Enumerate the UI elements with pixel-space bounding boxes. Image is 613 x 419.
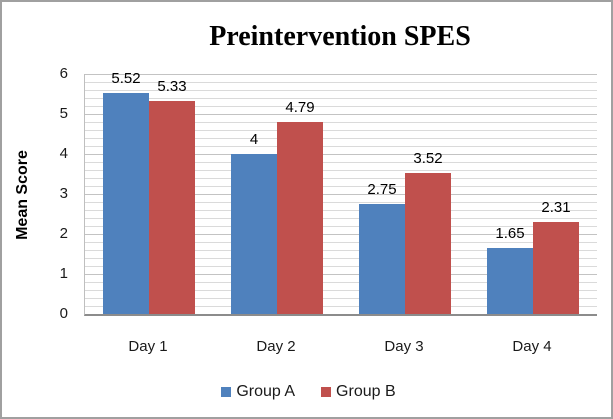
- y-tick-label-3: 3: [59, 185, 68, 202]
- minor-gridline: [85, 210, 597, 211]
- y-tick-label-0: 0: [59, 305, 68, 322]
- minor-gridline: [85, 266, 597, 267]
- minor-gridline: [85, 106, 597, 107]
- x-tick-label-day-2: Day 2: [256, 338, 296, 355]
- minor-gridline: [85, 282, 597, 283]
- minor-gridline: [85, 90, 597, 91]
- minor-gridline: [85, 122, 597, 123]
- legend-label-group-b: Group B: [336, 383, 396, 400]
- data-label-group-a-day-3: 2.75: [367, 181, 397, 198]
- plot-area: 5.52 5.33 4 4.79 2.75 3.52 1.65 2.31: [84, 70, 597, 316]
- major-gridline: [85, 234, 597, 235]
- minor-gridline: [85, 202, 597, 203]
- y-tick-label-5: 5: [59, 105, 68, 122]
- minor-gridline: [85, 146, 597, 147]
- chart-title: Preintervention SPES: [209, 21, 471, 52]
- major-gridline: [85, 194, 597, 195]
- x-tick-label-day-4: Day 4: [512, 338, 552, 355]
- bar-group-b-day-3: [405, 173, 451, 314]
- major-gridline: [85, 274, 597, 275]
- bar-group-a-day-3: [359, 204, 405, 314]
- y-tick-label-2: 2: [59, 225, 68, 242]
- bar-group-a-day-1: [103, 93, 149, 314]
- data-label-group-b-day-4: 2.31: [541, 198, 571, 216]
- minor-gridline: [85, 250, 597, 251]
- legend-label-group-a: Group A: [236, 383, 296, 400]
- minor-gridline: [85, 298, 597, 299]
- minor-gridline: [85, 258, 597, 259]
- data-label-group-a-day-4: 1.65: [495, 225, 525, 242]
- bar-group-b-day-4: [533, 221, 579, 314]
- major-gridline: [85, 154, 597, 155]
- major-gridline: [85, 114, 597, 115]
- y-tick-label-4: 4: [59, 145, 68, 162]
- data-label-group-b-day-3: 3.52: [413, 150, 443, 168]
- bar-group-b-day-1: [149, 100, 195, 314]
- minor-gridline: [85, 226, 597, 227]
- minor-gridline: [85, 170, 597, 171]
- legend-item-group-b: Group B: [321, 383, 396, 401]
- bar-group-a-day-2: [231, 154, 277, 314]
- x-tick-label-day-3: Day 3: [384, 338, 424, 355]
- minor-gridline: [85, 186, 597, 187]
- minor-gridline: [85, 178, 597, 179]
- minor-gridline: [85, 242, 597, 243]
- data-label-group-b-day-1: 5.33: [157, 77, 187, 95]
- legend-swatch-group-a: [221, 387, 232, 397]
- y-axis-title: Mean Score: [14, 150, 31, 240]
- data-label-group-a-day-1: 5.52: [111, 70, 141, 88]
- minor-gridline: [85, 82, 597, 83]
- minor-gridline: [85, 98, 597, 99]
- minor-gridline: [85, 138, 597, 139]
- y-tick-label-1: 1: [59, 265, 68, 282]
- x-tick-label-day-1: Day 1: [128, 338, 168, 355]
- data-label-group-b-day-2: 4.79: [285, 99, 315, 117]
- minor-gridline: [85, 218, 597, 219]
- minor-gridline: [85, 162, 597, 163]
- legend: Group A Group B: [2, 383, 611, 401]
- bar-group-b-day-2: [277, 122, 323, 314]
- data-label-group-a-day-2: 4: [249, 131, 259, 148]
- minor-gridline: [85, 130, 597, 131]
- minor-gridline: [85, 306, 597, 307]
- legend-swatch-group-b: [321, 387, 332, 397]
- minor-gridline: [85, 290, 597, 291]
- legend-item-group-a: Group A: [221, 383, 295, 401]
- bar-group-a-day-4: [487, 248, 533, 314]
- major-gridline: [85, 74, 597, 75]
- y-tick-label-6: 6: [59, 65, 68, 82]
